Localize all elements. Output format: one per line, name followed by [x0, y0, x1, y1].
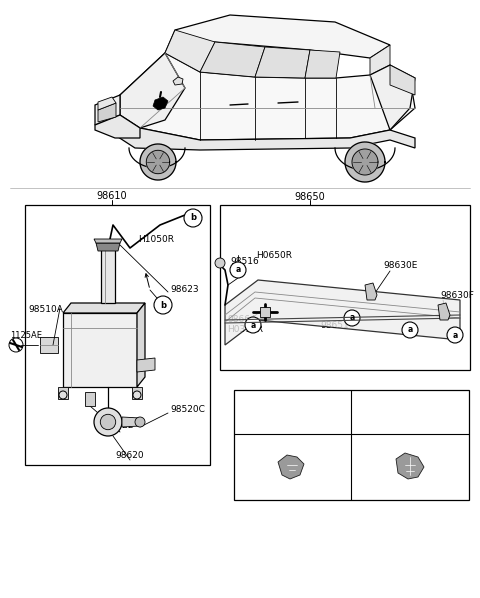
Circle shape — [100, 414, 116, 430]
Text: 98653: 98653 — [401, 407, 432, 417]
Polygon shape — [365, 283, 377, 300]
Polygon shape — [137, 303, 145, 387]
Polygon shape — [173, 77, 183, 85]
Polygon shape — [132, 387, 142, 399]
Polygon shape — [140, 144, 176, 180]
Polygon shape — [200, 42, 265, 77]
Circle shape — [230, 262, 246, 278]
Polygon shape — [396, 453, 424, 479]
Polygon shape — [255, 47, 310, 78]
Polygon shape — [95, 95, 120, 125]
Text: a: a — [349, 313, 355, 322]
Polygon shape — [390, 65, 415, 95]
Polygon shape — [63, 313, 137, 387]
Text: 1125AE: 1125AE — [10, 331, 42, 340]
Bar — [85, 392, 95, 406]
Circle shape — [344, 310, 360, 326]
Polygon shape — [153, 97, 168, 110]
Polygon shape — [370, 45, 390, 75]
Polygon shape — [58, 387, 68, 399]
Polygon shape — [122, 417, 140, 427]
Text: 98664: 98664 — [227, 316, 256, 325]
Text: H0310R: H0310R — [227, 325, 263, 334]
Text: 98623: 98623 — [170, 285, 199, 294]
Polygon shape — [165, 30, 215, 72]
Polygon shape — [260, 307, 270, 317]
Polygon shape — [94, 239, 122, 243]
Circle shape — [447, 327, 463, 343]
Text: a: a — [253, 407, 259, 416]
Circle shape — [133, 391, 141, 399]
Text: b: b — [370, 407, 376, 416]
Text: 98510A: 98510A — [28, 306, 63, 315]
Polygon shape — [98, 97, 116, 110]
Text: a: a — [452, 331, 457, 340]
Bar — [220, 205, 470, 370]
Bar — [234, 390, 469, 500]
Circle shape — [154, 296, 172, 314]
Circle shape — [135, 417, 145, 427]
Polygon shape — [120, 53, 415, 140]
Polygon shape — [305, 50, 340, 78]
Bar — [25, 205, 210, 465]
Circle shape — [94, 408, 122, 436]
Circle shape — [215, 258, 225, 268]
Bar — [101, 248, 115, 303]
Text: 98516: 98516 — [230, 258, 259, 267]
Polygon shape — [438, 303, 450, 320]
Text: H0650R: H0650R — [256, 251, 292, 260]
Text: 98620: 98620 — [116, 450, 144, 459]
Text: 98630F: 98630F — [440, 291, 474, 300]
Text: 98610: 98610 — [96, 191, 127, 201]
Polygon shape — [96, 243, 120, 251]
Polygon shape — [278, 455, 304, 479]
Polygon shape — [165, 15, 390, 58]
Text: b: b — [190, 213, 196, 222]
Text: 98650: 98650 — [295, 192, 325, 202]
Text: 98630E: 98630E — [383, 261, 418, 270]
Polygon shape — [137, 358, 155, 372]
Polygon shape — [98, 103, 116, 122]
Circle shape — [59, 391, 67, 399]
Text: 98520C: 98520C — [170, 405, 205, 414]
Text: a: a — [251, 321, 256, 329]
Text: 81199: 81199 — [284, 407, 314, 417]
Text: 98651: 98651 — [320, 321, 349, 329]
Polygon shape — [352, 149, 378, 175]
Circle shape — [364, 403, 382, 421]
Text: a: a — [408, 325, 413, 334]
Polygon shape — [115, 115, 415, 150]
Circle shape — [247, 403, 265, 421]
Polygon shape — [345, 142, 385, 182]
Circle shape — [402, 322, 418, 338]
Polygon shape — [146, 150, 170, 173]
Polygon shape — [63, 303, 145, 313]
Polygon shape — [95, 115, 140, 138]
Polygon shape — [370, 65, 415, 130]
Circle shape — [184, 209, 202, 227]
Circle shape — [245, 317, 261, 333]
Polygon shape — [120, 53, 185, 128]
Text: a: a — [235, 266, 240, 274]
Polygon shape — [225, 280, 460, 345]
Text: b: b — [160, 301, 166, 310]
Text: 98622: 98622 — [106, 420, 134, 429]
Text: H1050R: H1050R — [138, 236, 174, 245]
Polygon shape — [40, 337, 58, 353]
